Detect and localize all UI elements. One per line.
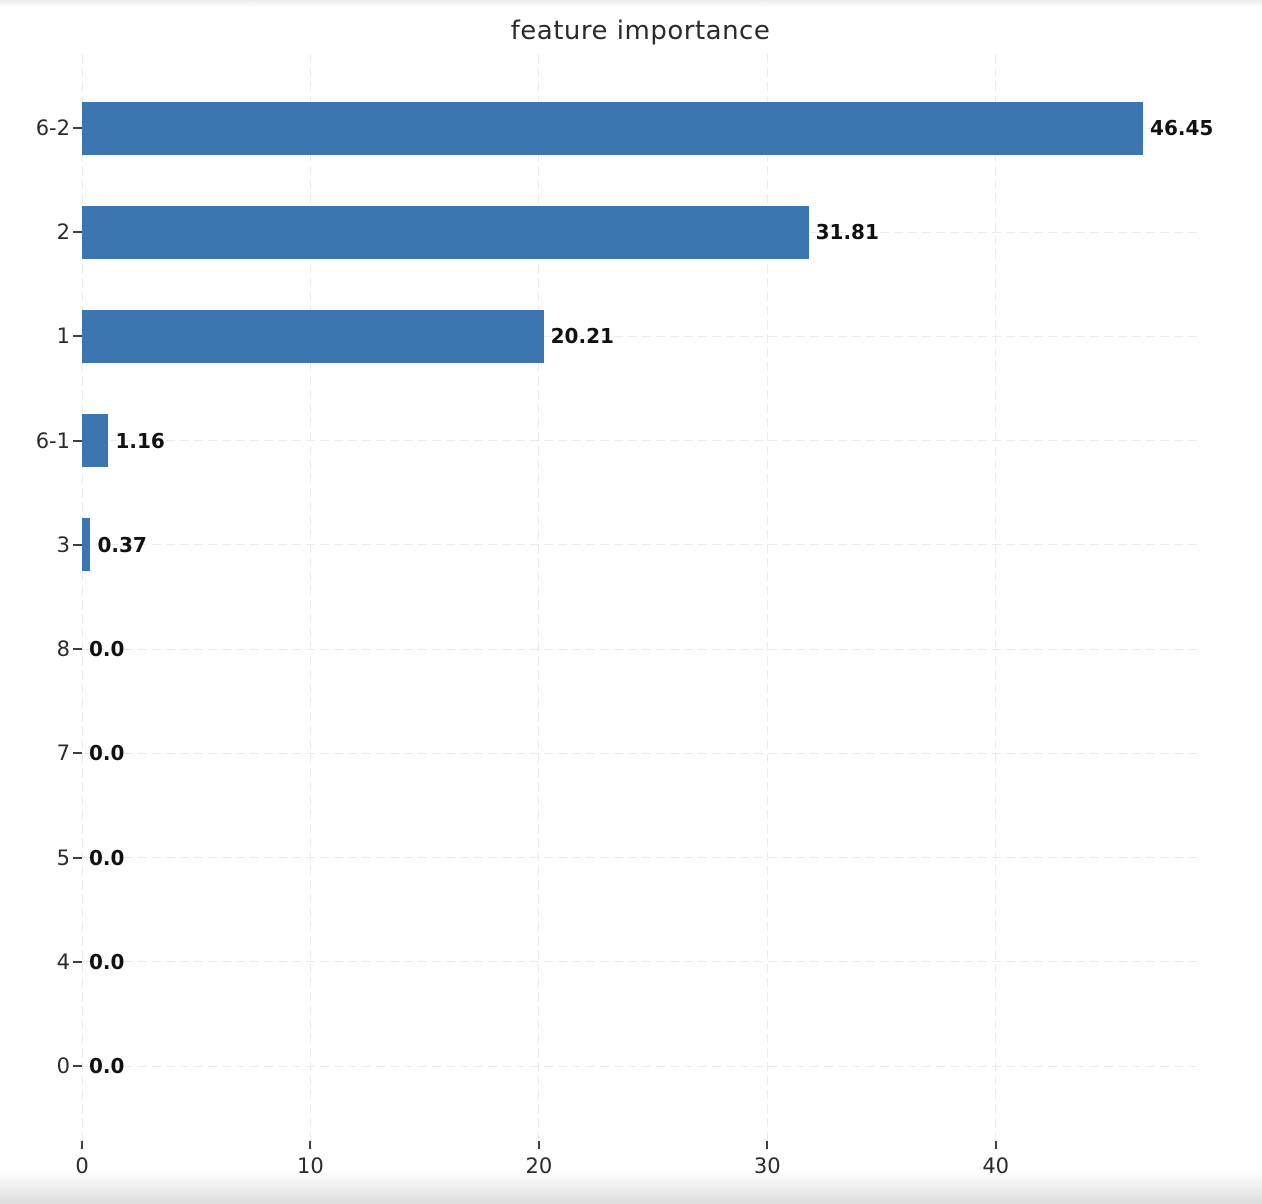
y-tick-mark bbox=[73, 648, 82, 651]
x-tick-label: 0 bbox=[75, 1154, 89, 1178]
x-tick-mark bbox=[537, 1141, 540, 1149]
y-tick-mark bbox=[73, 335, 82, 338]
gridline-horizontal bbox=[82, 648, 1199, 650]
gridline-vertical bbox=[995, 54, 997, 1141]
y-category-label: 4 bbox=[56, 949, 70, 974]
x-tick-mark bbox=[309, 1141, 312, 1149]
bar-value-label: 0.0 bbox=[89, 637, 125, 662]
gridline-horizontal bbox=[82, 1065, 1199, 1067]
bar-value-label: 0.0 bbox=[89, 1054, 125, 1078]
y-tick-mark bbox=[73, 127, 82, 129]
window-bottom-edge bbox=[0, 1170, 1262, 1204]
x-tick-label: 30 bbox=[753, 1154, 781, 1178]
y-tick-mark bbox=[73, 856, 82, 859]
bar bbox=[82, 101, 1144, 155]
y-category-label: 5 bbox=[56, 845, 70, 870]
bar bbox=[82, 205, 809, 259]
bar-value-label: 20.21 bbox=[550, 324, 614, 349]
y-tick-mark bbox=[73, 231, 82, 234]
y-category-label: 2 bbox=[56, 220, 70, 245]
window-top-edge bbox=[0, 0, 1262, 7]
x-tick-label: 40 bbox=[982, 1154, 1010, 1178]
gridline-horizontal bbox=[82, 752, 1199, 754]
y-category-label: 6-2 bbox=[35, 116, 70, 140]
y-category-label: 3 bbox=[56, 532, 70, 557]
y-tick-mark bbox=[73, 752, 82, 755]
bar bbox=[82, 414, 109, 468]
bar-value-label: 1.16 bbox=[115, 428, 165, 453]
x-tick-label: 10 bbox=[297, 1154, 324, 1178]
y-category-label: 7 bbox=[56, 741, 70, 766]
y-category-label: 6-1 bbox=[35, 428, 70, 453]
bar bbox=[82, 518, 91, 572]
gridline-vertical bbox=[309, 54, 311, 1141]
x-tick-mark bbox=[766, 1141, 769, 1149]
x-tick-mark bbox=[81, 1141, 83, 1149]
gridline-horizontal bbox=[82, 440, 1199, 442]
bar-value-label: 0.0 bbox=[89, 949, 125, 974]
y-tick-mark bbox=[73, 543, 82, 546]
x-tick-label: 20 bbox=[525, 1154, 553, 1178]
bar-value-label: 0.37 bbox=[97, 532, 147, 557]
bar bbox=[82, 309, 544, 363]
x-tick-mark bbox=[994, 1141, 997, 1149]
chart-title: feature importance bbox=[510, 16, 771, 46]
gridline-vertical bbox=[538, 54, 540, 1141]
bar-value-label: 46.45 bbox=[1150, 116, 1214, 140]
y-tick-mark bbox=[73, 439, 82, 442]
gridline-horizontal bbox=[82, 335, 1199, 337]
gridline-vertical bbox=[81, 54, 83, 1141]
bar-value-label: 31.81 bbox=[815, 220, 879, 245]
gridline-vertical bbox=[766, 54, 768, 1141]
gridline-horizontal bbox=[82, 544, 1199, 546]
y-category-label: 1 bbox=[56, 324, 70, 349]
bar-value-label: 0.0 bbox=[89, 845, 125, 870]
y-tick-mark bbox=[73, 960, 82, 963]
bar-value-label: 0.0 bbox=[89, 741, 125, 766]
y-tick-mark bbox=[73, 1065, 82, 1067]
gridline-horizontal bbox=[82, 961, 1199, 963]
y-category-label: 8 bbox=[56, 637, 70, 662]
y-category-label: 0 bbox=[56, 1054, 70, 1078]
gridline-horizontal bbox=[82, 857, 1199, 859]
